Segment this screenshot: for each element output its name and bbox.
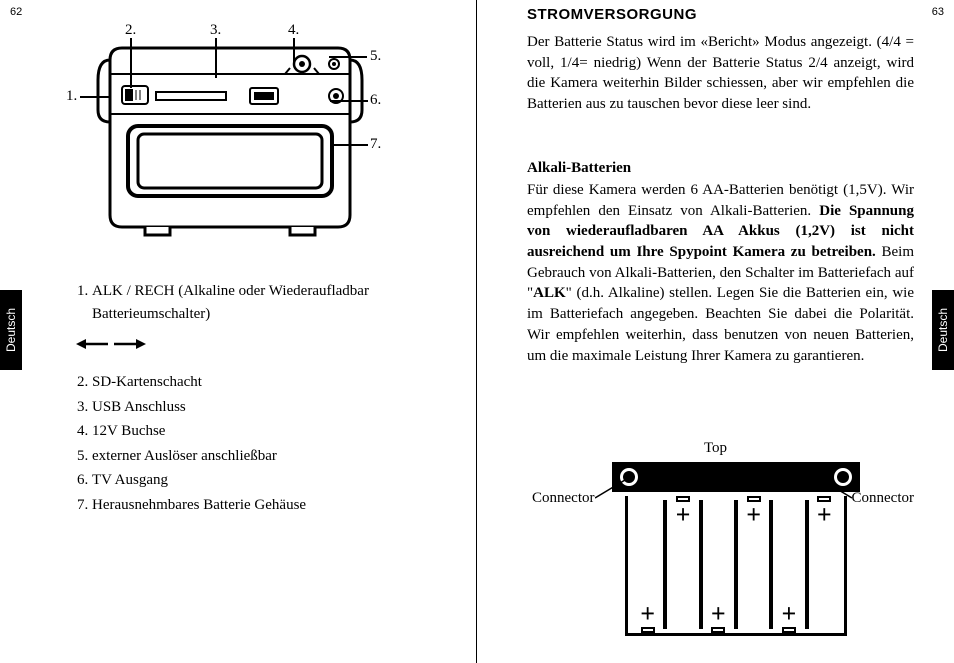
legend-item-3: USB Anschluss — [92, 396, 436, 419]
legend-item-6: TV Ausgang — [92, 469, 436, 492]
callout-3: 3. — [210, 22, 221, 39]
callout-4: 4. — [288, 22, 299, 39]
legend-item-5: externer Auslöser anschließbar — [92, 445, 436, 468]
left-page: 62 Deutsch 2. 3. 4. 5. 1. 6. 7. — [0, 0, 477, 663]
legend-item-1: ALK / RECH (Alkaline oder Wiederaufladba… — [92, 280, 436, 325]
callout-2: 2. — [125, 22, 136, 39]
battery-figure: Top Connector Connector + + + + + + — [477, 440, 954, 640]
language-tab-left: Deutsch — [0, 290, 22, 370]
paragraph-battery-status: Der Batterie Status wird im «Bericht» Mo… — [527, 32, 914, 115]
battery-compartment: + + + + + + — [625, 496, 847, 636]
battery-cell: + — [736, 500, 771, 629]
language-tab-left-label: Deutsch — [4, 308, 18, 352]
paragraph-alkali: Für diese Kamera werden 6 AA-Batterien b… — [527, 180, 914, 366]
battery-cell: + — [632, 500, 665, 629]
battery-top-label: Top — [477, 440, 954, 457]
callout-7: 7. — [370, 136, 381, 153]
callout-1: 1. — [66, 88, 77, 105]
battery-cell: + — [771, 500, 806, 629]
device-illustration — [90, 30, 370, 240]
battery-cell: + — [701, 500, 736, 629]
legend-item-7: Herausnehmbares Batterie Gehäuse — [92, 494, 436, 517]
callout-5: 5. — [370, 48, 381, 65]
language-tab-right: Deutsch — [932, 290, 954, 370]
page-number-left: 62 — [10, 6, 22, 18]
page-number-right: 63 — [932, 6, 944, 18]
heading-alkali: Alkali-Batterien — [527, 160, 631, 177]
heading-stromversorgung: STROMVERSORGUNG — [527, 6, 697, 23]
legend-item-4: 12V Buchse — [92, 420, 436, 443]
battery-cell: + — [665, 500, 700, 629]
connector-label-left: Connector — [532, 490, 594, 507]
right-page: 63 Deutsch STROMVERSORGUNG Der Batterie … — [477, 0, 954, 663]
device-figure: 2. 3. 4. 5. 1. 6. 7. — [70, 20, 400, 250]
legend-list: ALK / RECH (Alkaline oder Wiederaufladba… — [70, 280, 436, 518]
language-tab-right-label: Deutsch — [936, 308, 950, 352]
arrow-indicator — [76, 331, 436, 361]
legend-item-2: SD-Kartenschacht — [92, 371, 436, 394]
callout-6: 6. — [370, 92, 381, 109]
connector-label-right: Connector — [852, 490, 914, 507]
battery-cell: + — [807, 500, 840, 629]
